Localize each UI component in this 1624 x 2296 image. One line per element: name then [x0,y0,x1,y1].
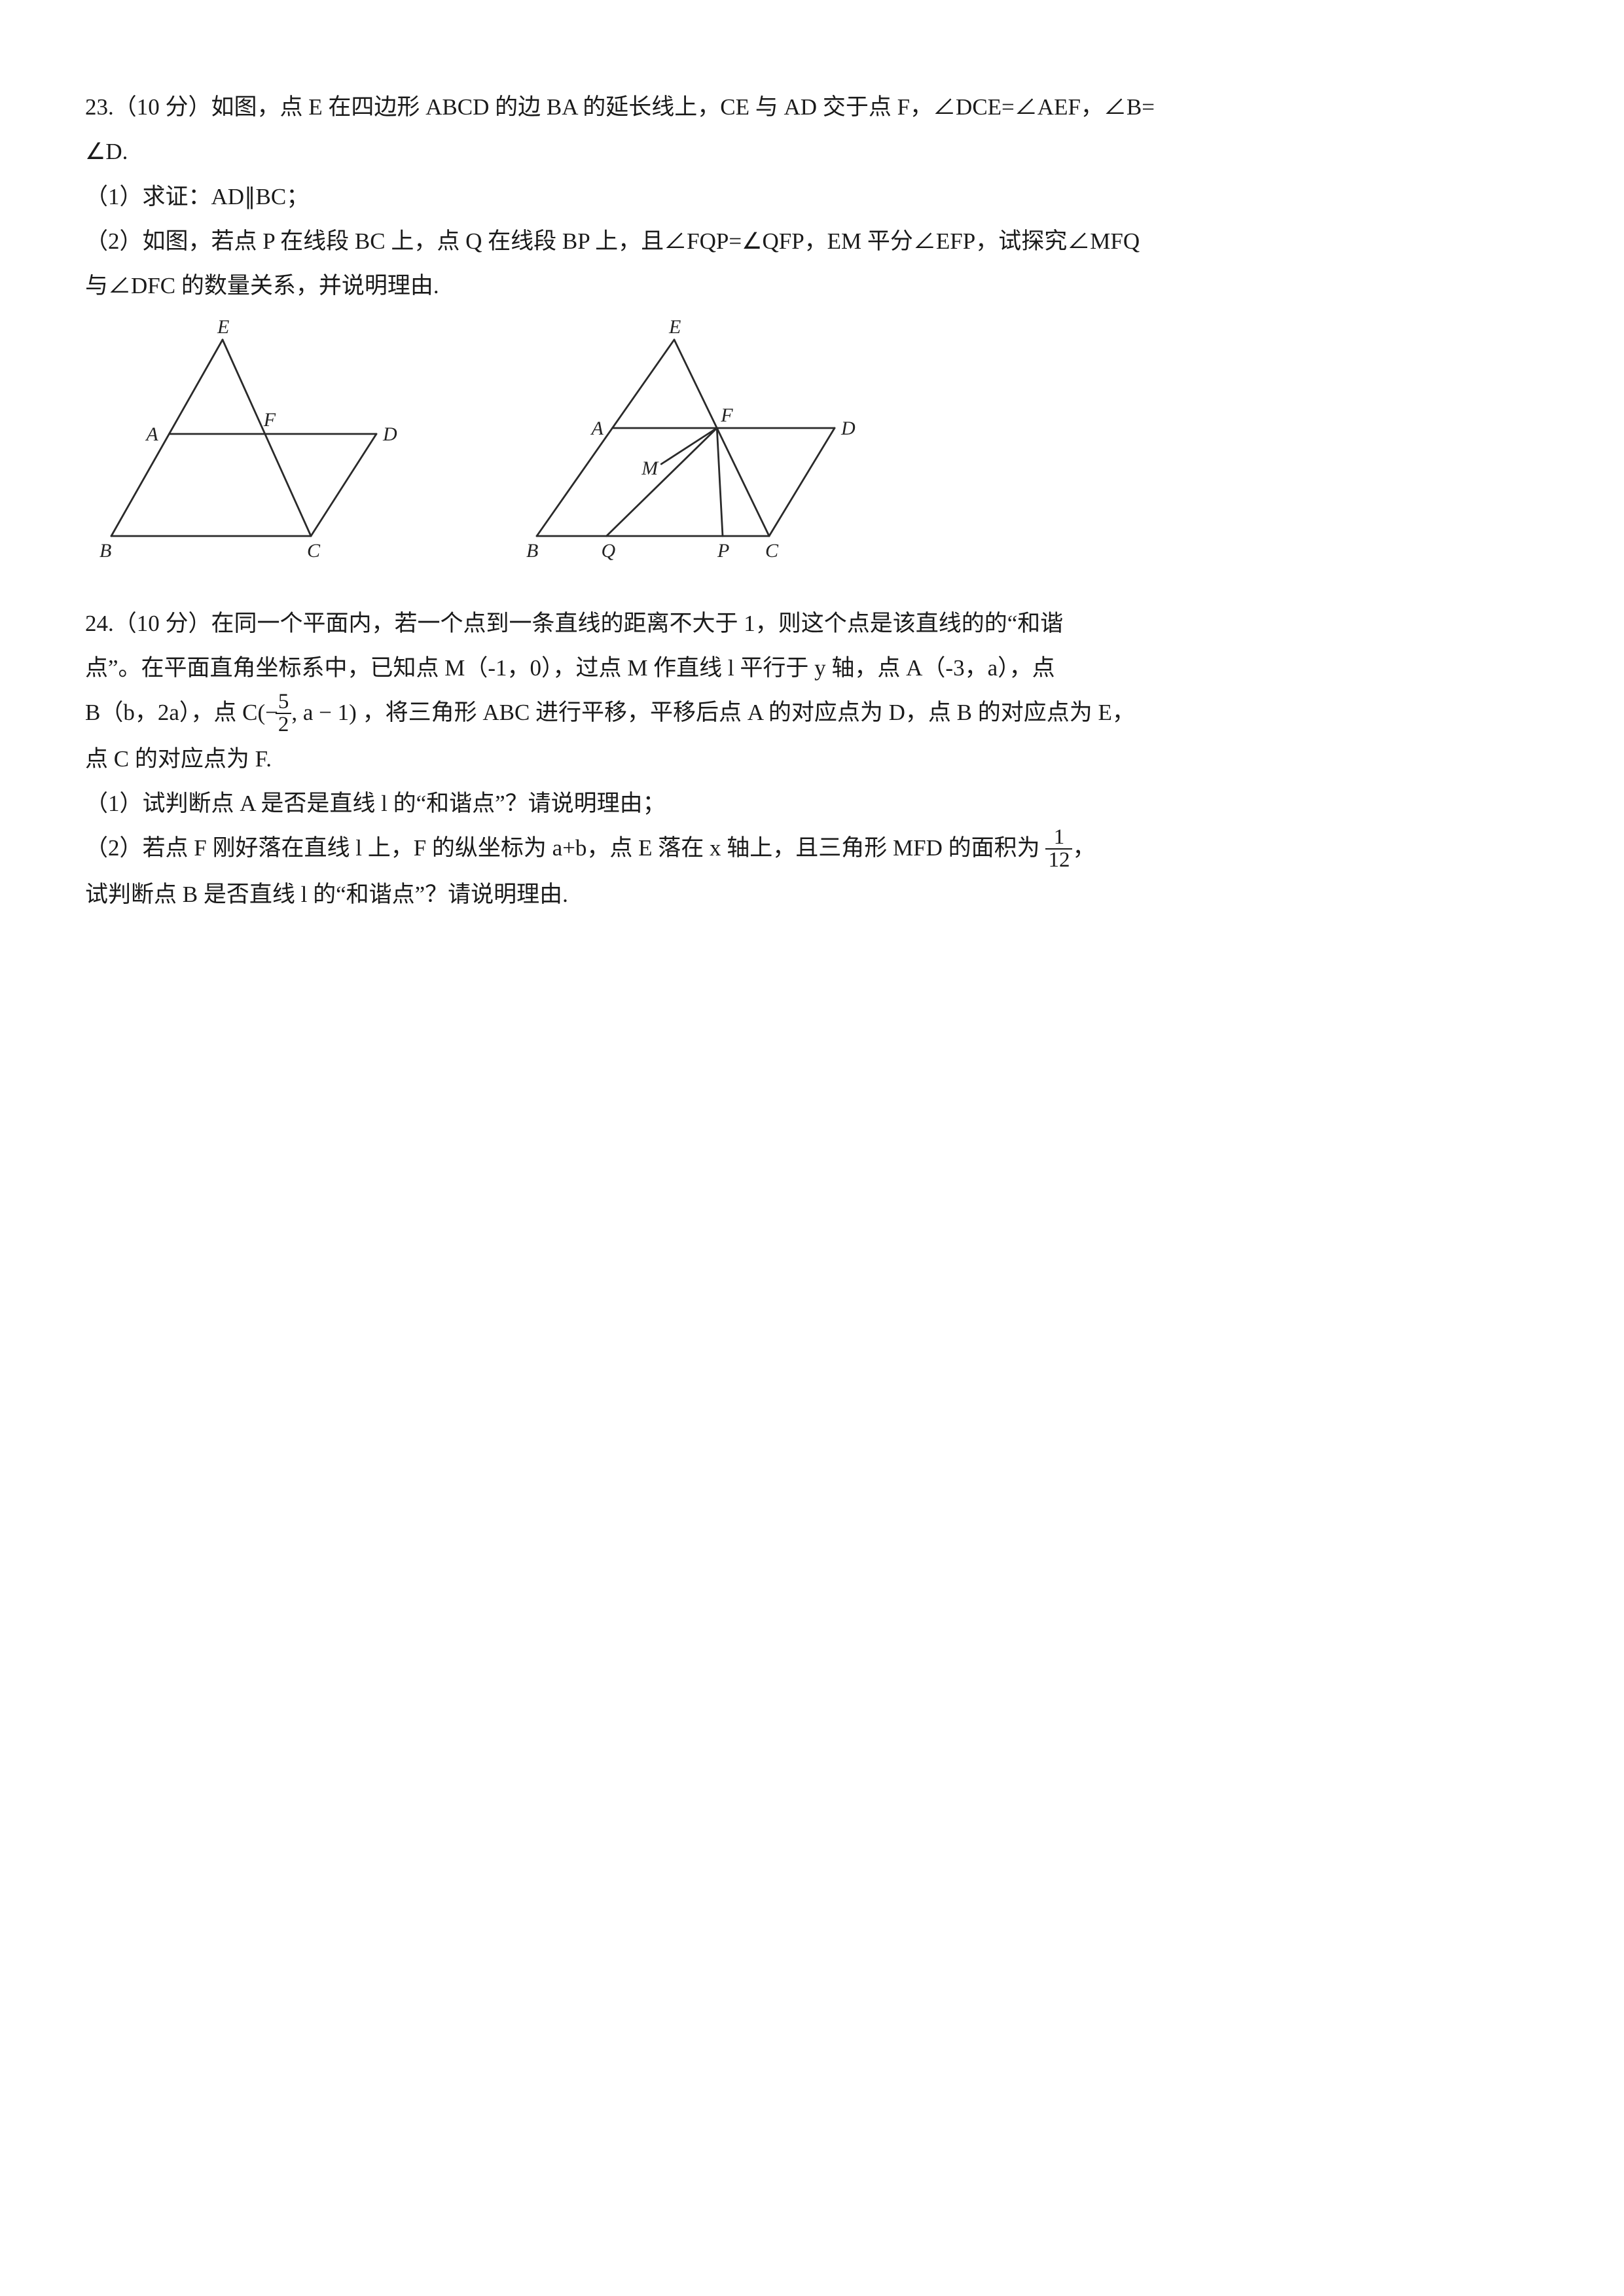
figure-2-svg: E A F D M B Q P C [504,320,871,562]
svg-text:M: M [641,457,659,479]
c-pre: C( [242,700,265,725]
q23-part2: （2）如图，若点 P 在线段 BC 上，点 Q 在线段 BP 上，且∠FQP=∠… [85,219,1539,264]
q23-part1: （1）求证：AD∥BC； [85,175,1539,219]
q24-part2b: 试判断点 B 是否直线 l 的“和谐点”？请说明理由. [85,872,1539,917]
svg-text:E: E [668,320,681,338]
q24-line4: 点 C 的对应点为 F. [85,737,1539,781]
problem-23: 23.（10 分）如图，点 E 在四边形 ABCD 的边 BA 的延长线上，CE… [85,85,1539,578]
q24-part1: （1）试判断点 A 是否是直线 l 的“和谐点”？请说明理由； [85,781,1539,826]
svg-text:B: B [526,540,538,562]
q23-line1: 23.（10 分）如图，点 E 在四边形 ABCD 的边 BA 的延长线上，CE… [85,85,1539,130]
c-den: 2 [276,713,292,736]
c-post: , a − 1) [291,700,356,725]
q24-line3-b: ，将三角形 ABC 进行平移，平移后点 A 的对应点为 D，点 B 的对应点为 … [363,700,1135,725]
figure-2: E A F D M B Q P C [504,320,871,577]
page: 23.（10 分）如图，点 E 在四边形 ABCD 的边 BA 的延长线上，CE… [0,0,1624,918]
svg-text:E: E [217,320,229,338]
point-c: C(−52, a − 1) [242,700,362,725]
area-den: 12 [1045,848,1072,871]
svg-text:F: F [720,404,733,426]
q23-figures: E A F D B C E A F D M B Q P C [85,320,1539,577]
q23-line2: ∠D. [85,130,1539,174]
figure-1: E A F D B C [85,320,412,577]
q24-line1: 24.（10 分）在同一个平面内，若一个点到一条直线的距离不大于 1，则这个点是… [85,601,1539,646]
svg-text:D: D [840,418,856,439]
q24-part2a: （2）若点 F 刚好落在直线 l 上，F 的纵坐标为 a+b，点 E 落在 x … [85,826,1539,872]
q23-part2b: 与∠DFC 的数量关系，并说明理由. [85,264,1539,308]
svg-text:Q: Q [602,540,616,562]
svg-text:D: D [382,423,397,445]
area-fraction: 112 [1045,827,1072,871]
c-num: 5 [276,691,292,713]
svg-text:C: C [307,540,321,562]
svg-text:C: C [765,540,779,562]
problem-24: 24.（10 分）在同一个平面内，若一个点到一条直线的距离不大于 1，则这个点是… [85,601,1539,918]
svg-text:F: F [263,409,276,431]
q24-line2: 点”。在平面直角坐标系中，已知点 M（-1，0），过点 M 作直线 l 平行于 … [85,646,1539,691]
q24-part2a-text: （2）若点 F 刚好落在直线 l 上，F 的纵坐标为 a+b，点 E 落在 x … [85,835,1040,861]
svg-text:A: A [145,423,158,445]
svg-text:A: A [590,418,604,439]
area-num: 1 [1045,827,1072,848]
c-fraction: 52 [276,691,292,736]
figure-1-svg: E A F D B C [85,320,412,562]
q24-part2a-end: ， [1072,835,1095,861]
q24-line3-a: B（b，2a），点 [85,700,236,725]
svg-text:B: B [99,540,111,562]
svg-text:P: P [717,540,729,562]
q24-line3: B（b，2a），点 C(−52, a − 1) ，将三角形 ABC 进行平移，平… [85,691,1539,737]
